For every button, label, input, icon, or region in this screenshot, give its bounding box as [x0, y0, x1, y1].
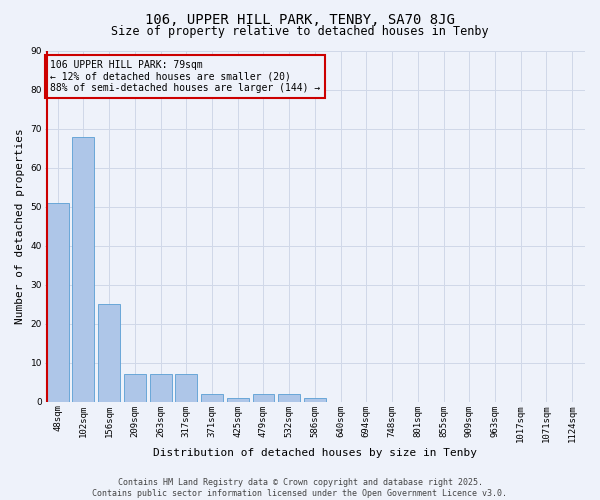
Bar — [175, 374, 197, 402]
Bar — [278, 394, 300, 402]
Bar — [253, 394, 274, 402]
Text: 106 UPPER HILL PARK: 79sqm
← 12% of detached houses are smaller (20)
88% of semi: 106 UPPER HILL PARK: 79sqm ← 12% of deta… — [50, 60, 320, 93]
Bar — [227, 398, 248, 402]
Bar — [73, 136, 94, 402]
Bar — [47, 203, 68, 402]
Bar — [304, 398, 326, 402]
Text: Contains HM Land Registry data © Crown copyright and database right 2025.
Contai: Contains HM Land Registry data © Crown c… — [92, 478, 508, 498]
Bar — [149, 374, 172, 402]
Bar — [98, 304, 120, 402]
Text: 106, UPPER HILL PARK, TENBY, SA70 8JG: 106, UPPER HILL PARK, TENBY, SA70 8JG — [145, 12, 455, 26]
Y-axis label: Number of detached properties: Number of detached properties — [15, 128, 25, 324]
Bar — [201, 394, 223, 402]
Text: Size of property relative to detached houses in Tenby: Size of property relative to detached ho… — [111, 25, 489, 38]
Bar — [124, 374, 146, 402]
X-axis label: Distribution of detached houses by size in Tenby: Distribution of detached houses by size … — [153, 448, 477, 458]
